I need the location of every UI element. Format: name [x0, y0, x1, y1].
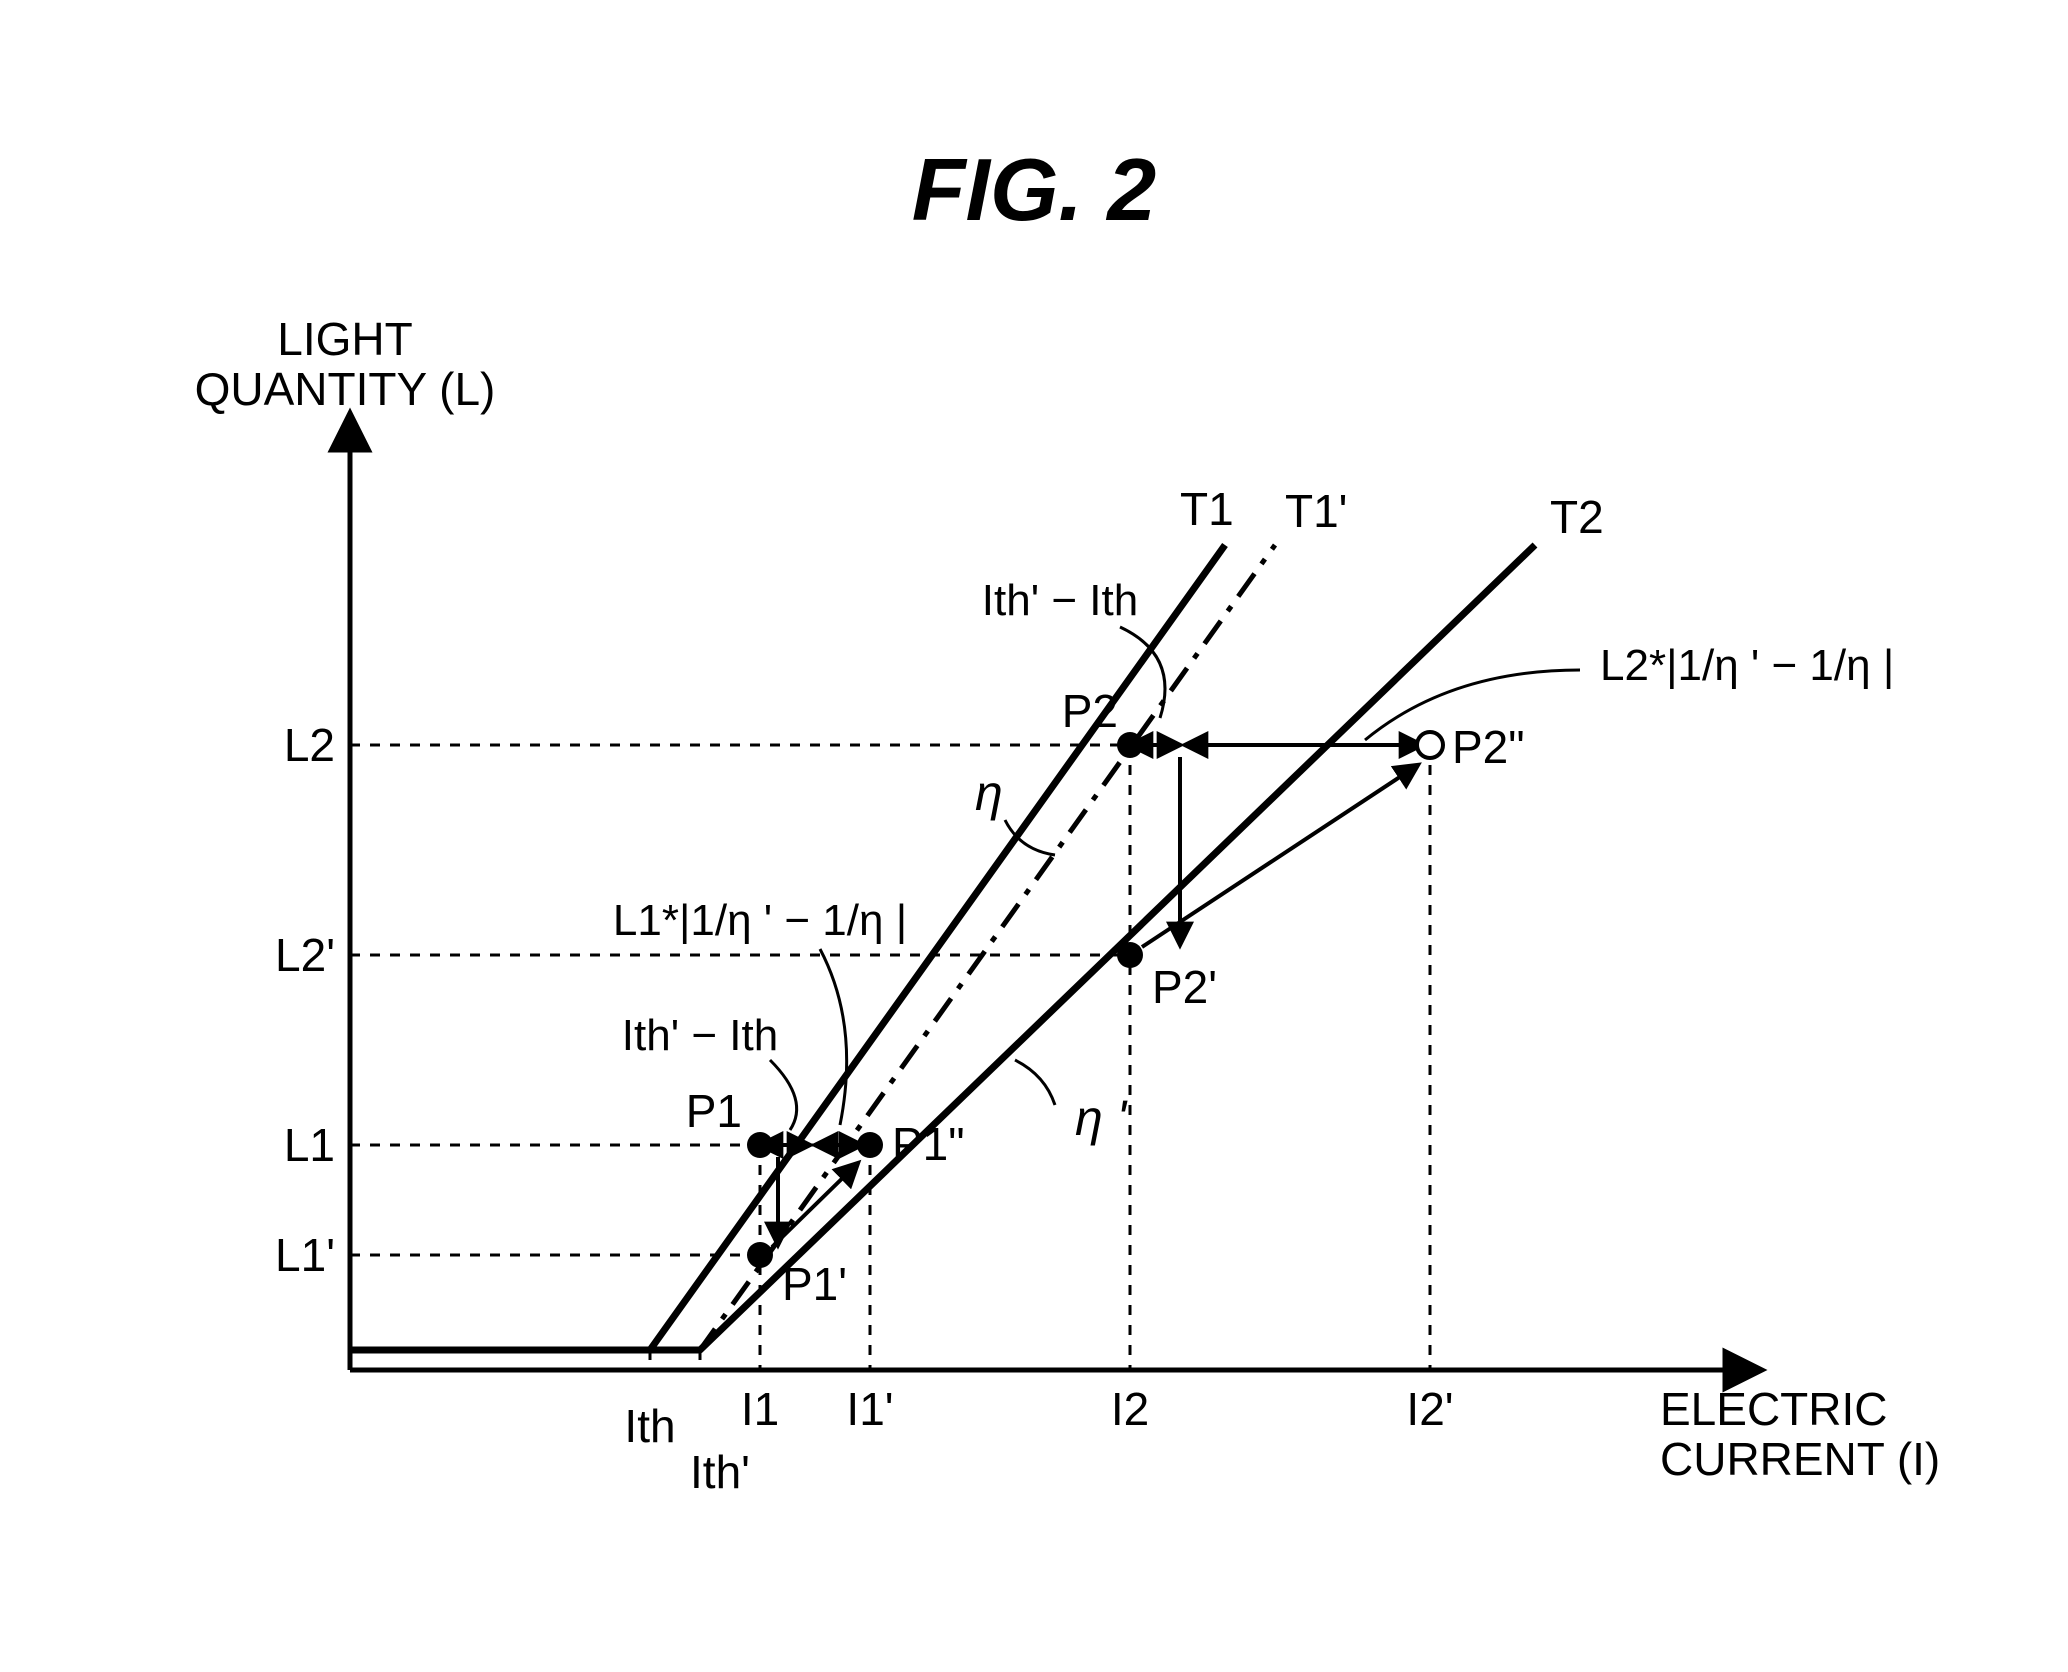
- label-P1-double-prime: P1": [892, 1118, 965, 1170]
- label-T1: T1: [1180, 483, 1234, 535]
- label-eta: η: [975, 765, 1003, 821]
- leader-ithdiff-bot: [770, 1060, 797, 1130]
- xtick-I1pp: I1': [846, 1383, 893, 1435]
- y-axis-label-2: QUANTITY (L): [195, 363, 496, 415]
- anno-ithdiff-top: Ith' − Ith: [982, 576, 1138, 625]
- chart-svg: FIG. 2 LIGHTQUANTITY (L) ELECTRICCURRENT (…: [0, 0, 2068, 1672]
- xtick-Ith: Ith: [624, 1400, 675, 1452]
- ytick-L2: L2: [284, 719, 335, 771]
- xtick-Ithp: Ith': [690, 1446, 750, 1498]
- ytick-L2p: L2': [275, 929, 335, 981]
- ytick-L1: L1: [284, 1119, 335, 1171]
- label-P2-prime: P2': [1152, 961, 1217, 1013]
- point-P1-prime: [747, 1242, 773, 1268]
- label-eta-prime: η ': [1075, 1090, 1128, 1146]
- line-T2: [350, 545, 1535, 1350]
- label-P1: P1: [686, 1085, 742, 1137]
- label-T1-prime: T1': [1285, 485, 1347, 537]
- leader-eta-prime: [1015, 1060, 1055, 1105]
- label-T2: T2: [1550, 491, 1604, 543]
- anno-L1diff: L1*|1/η ' − 1/η |: [613, 896, 907, 945]
- x-axis-label-2: CURRENT (I): [1660, 1433, 1940, 1485]
- label-P1-prime: P1': [782, 1258, 847, 1310]
- label-P2: P2: [1062, 685, 1118, 737]
- y-axis-label: LIGHT: [277, 313, 412, 365]
- xtick-I1: I1: [741, 1383, 779, 1435]
- point-P2-prime: [1117, 942, 1143, 968]
- ytick-L1p: L1': [275, 1229, 335, 1281]
- point-P1-double-prime: [857, 1132, 883, 1158]
- point-P1: [747, 1132, 773, 1158]
- figure-title: FIG. 2: [912, 140, 1157, 239]
- point-P2-double-prime: [1417, 732, 1443, 758]
- x-axis-label: ELECTRIC: [1660, 1383, 1887, 1435]
- label-P2-double-prime: P2": [1452, 721, 1525, 773]
- anno-L2diff: L2*|1/η ' − 1/η |: [1600, 641, 1894, 690]
- anno-ithdiff-bot: Ith' − Ith: [622, 1011, 778, 1060]
- point-P2: [1117, 732, 1143, 758]
- xtick-I2: I2: [1111, 1383, 1149, 1435]
- figure-container: { "title": "FIG. 2", "title_fontsize": 8…: [0, 0, 2068, 1672]
- xtick-I2p: I2': [1406, 1383, 1453, 1435]
